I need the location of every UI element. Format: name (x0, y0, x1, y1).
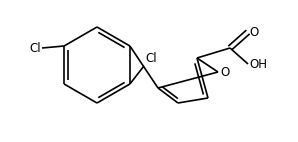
Text: Cl: Cl (145, 52, 156, 65)
Text: OH: OH (249, 58, 267, 70)
Text: Cl: Cl (30, 41, 41, 55)
Text: O: O (249, 26, 258, 38)
Text: O: O (220, 65, 229, 79)
